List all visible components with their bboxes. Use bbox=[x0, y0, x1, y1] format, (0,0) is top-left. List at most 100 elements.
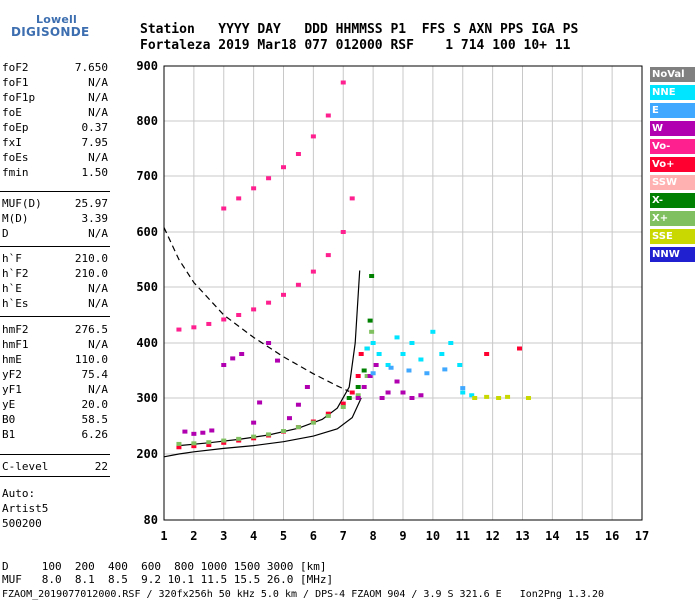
data-point bbox=[310, 134, 316, 139]
param-value: 3.39 bbox=[81, 212, 109, 225]
auto-scaling-line: Artist5 bbox=[2, 502, 49, 515]
y-tick-label: 700 bbox=[136, 169, 158, 183]
data-point bbox=[182, 429, 188, 434]
data-point bbox=[517, 346, 523, 351]
param-name: yE bbox=[2, 398, 16, 411]
data-point bbox=[340, 80, 346, 85]
data-point bbox=[257, 400, 263, 405]
data-point bbox=[469, 393, 475, 398]
param-row: foEs N/A bbox=[2, 150, 108, 165]
data-point bbox=[367, 374, 373, 378]
param-name: MUF(D) bbox=[2, 197, 42, 210]
x-tick-label: 14 bbox=[545, 529, 559, 543]
data-point bbox=[373, 363, 379, 367]
data-point bbox=[200, 430, 206, 435]
data-point bbox=[251, 420, 257, 425]
param-row: h`Es N/A bbox=[2, 296, 108, 311]
data-point bbox=[361, 368, 367, 373]
param-row: M(D) 3.39 bbox=[2, 211, 108, 226]
data-point bbox=[400, 390, 406, 395]
data-point bbox=[484, 352, 490, 356]
data-point bbox=[310, 269, 316, 274]
d-scale-line: D 100 200 400 600 800 1000 1500 3000 [km… bbox=[2, 560, 327, 573]
legend-item: E bbox=[650, 103, 695, 118]
param-value: 20.0 bbox=[81, 398, 109, 411]
data-point bbox=[349, 196, 355, 201]
data-point bbox=[281, 165, 286, 170]
y-tick-label: 500 bbox=[136, 280, 158, 294]
data-point bbox=[275, 358, 281, 363]
x-tick-label: 1 bbox=[160, 529, 167, 543]
param-row: yF2 75.4 bbox=[2, 367, 108, 382]
data-point bbox=[418, 393, 424, 398]
data-point bbox=[295, 425, 301, 430]
data-point bbox=[236, 436, 242, 441]
data-point bbox=[221, 363, 227, 367]
param-name: h`Es bbox=[2, 297, 29, 310]
data-point bbox=[496, 396, 502, 400]
param-name: foF1p bbox=[2, 91, 36, 104]
data-point bbox=[409, 341, 415, 345]
param-value: 75.4 bbox=[81, 368, 109, 381]
legend-item: NNW bbox=[650, 247, 695, 262]
data-point bbox=[295, 402, 301, 407]
data-point bbox=[346, 396, 352, 400]
data-point bbox=[442, 367, 448, 372]
data-point bbox=[460, 386, 466, 391]
data-point bbox=[364, 374, 370, 378]
data-point bbox=[355, 385, 361, 389]
separator bbox=[0, 316, 110, 317]
x-tick-label: 15 bbox=[575, 529, 589, 543]
param-row: yE 20.0 bbox=[2, 397, 108, 412]
dashed-curve bbox=[163, 227, 350, 392]
param-value: 6.26 bbox=[81, 428, 109, 441]
param-row: fxI 7.95 bbox=[2, 135, 108, 150]
header-line-1: Station YYYY DAY DDD HHMMSS P1 FFS S AXN… bbox=[140, 22, 579, 37]
param-name: foEs bbox=[2, 151, 29, 164]
data-point bbox=[191, 441, 197, 446]
x-tick-label: 11 bbox=[456, 529, 470, 543]
param-name: fxI bbox=[2, 136, 22, 149]
x-tick-label: 13 bbox=[515, 529, 529, 543]
data-point bbox=[364, 346, 370, 351]
auto-scaling-line: Auto: bbox=[2, 487, 36, 500]
data-point bbox=[418, 357, 424, 362]
param-row: foE N/A bbox=[2, 105, 108, 120]
data-point bbox=[176, 441, 182, 446]
data-point bbox=[191, 431, 197, 436]
param-name: h`F bbox=[2, 252, 22, 265]
y-tick-label: 200 bbox=[136, 447, 158, 461]
param-row: foF1 N/A bbox=[2, 75, 108, 90]
legend-item: X- bbox=[650, 193, 695, 208]
x-tick-label: 17 bbox=[635, 529, 649, 543]
param-value: N/A bbox=[88, 106, 108, 119]
auto-scaling-line: 500200 bbox=[2, 517, 42, 530]
param-value: 110.0 bbox=[74, 353, 108, 366]
data-point bbox=[266, 300, 272, 305]
legend-item: W bbox=[650, 121, 695, 136]
data-point bbox=[448, 341, 454, 345]
param-name: M(D) bbox=[2, 212, 29, 225]
data-point bbox=[295, 152, 301, 156]
separator bbox=[0, 476, 110, 477]
param-value: N/A bbox=[88, 91, 108, 104]
data-point bbox=[361, 385, 367, 389]
legend-item: NoVal bbox=[650, 67, 695, 82]
param-value: 7.650 bbox=[74, 61, 108, 74]
legend-item: X+ bbox=[650, 211, 695, 226]
data-point bbox=[206, 321, 212, 326]
data-point bbox=[266, 341, 272, 345]
data-point bbox=[206, 443, 212, 448]
x-tick-label: 9 bbox=[399, 529, 406, 543]
data-point bbox=[460, 390, 466, 395]
data-point bbox=[236, 196, 242, 201]
param-value: N/A bbox=[88, 297, 108, 310]
param-name: D bbox=[2, 227, 9, 240]
data-point bbox=[206, 440, 212, 445]
logo-lowell: Lowell bbox=[36, 13, 77, 26]
muf-scale-line: MUF 8.0 8.1 8.5 9.2 10.1 11.5 15.5 26.0 … bbox=[2, 573, 334, 586]
data-point bbox=[379, 396, 385, 400]
data-point bbox=[370, 371, 376, 376]
separator bbox=[0, 246, 110, 247]
data-point bbox=[325, 411, 331, 416]
